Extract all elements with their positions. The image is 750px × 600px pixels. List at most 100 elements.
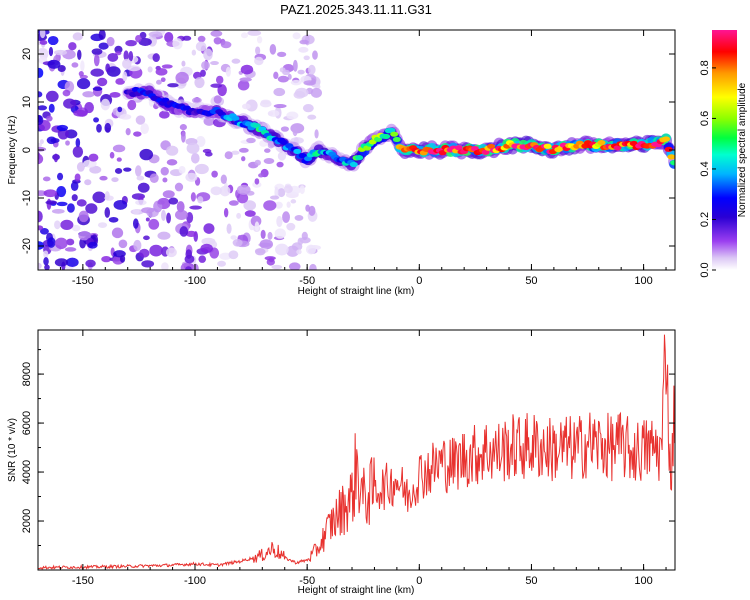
spectrogram-noise-blob	[56, 201, 68, 207]
spectrogram-noise-blob	[231, 58, 241, 64]
snr-x-tick-label: -150	[72, 575, 94, 587]
spectrogram-noise-blob	[312, 50, 318, 60]
spectrogram-noise-blob	[283, 185, 293, 194]
spectrogram-noise-blob	[38, 262, 42, 269]
spectrogram-noise-blob	[299, 39, 309, 45]
spectrogram-noise-blob	[135, 165, 142, 177]
spectrogram-noise-blob	[294, 87, 309, 98]
spectrogram-noise-blob	[269, 195, 280, 200]
spectrogram-noise-blob	[56, 185, 67, 198]
spectrogram-noise-blob	[201, 60, 210, 70]
spectrogram-noise-blob	[149, 173, 159, 184]
spectrogram-noise-blob	[308, 64, 316, 75]
spectrogram-noise-blob	[297, 237, 304, 246]
spectrogram-noise-blob	[223, 181, 228, 194]
spectrogram-noise-blob	[230, 150, 240, 155]
snr-panel: -150 -100 -50 0 50 100 2000 4000 6000 8000 Heigh…	[7, 329, 676, 596]
spectrogram-y-ticks: 20 10 0 -10 -20	[21, 48, 675, 254]
spectrogram-noise-blob	[45, 90, 59, 102]
spectrogram-noise-blob	[54, 237, 68, 250]
spectrogram-noise-blob	[203, 223, 215, 234]
spectrogram-ridge-segment	[349, 161, 358, 168]
spectrogram-noise-blob	[176, 201, 185, 213]
spectrogram-noise-blob	[127, 99, 137, 111]
spectrogram-noise-blob	[195, 135, 206, 148]
spectrogram-ridge-segment	[355, 155, 364, 161]
spectrogram-noise-blob	[162, 190, 175, 199]
spectrogram-noise-blob	[254, 248, 266, 256]
spectrogram-noise-blob	[65, 140, 70, 146]
spectrogram-noise-blob	[220, 41, 232, 49]
spectrogram-noise-blob	[77, 49, 82, 60]
spectrogram-noise-blob	[211, 170, 218, 178]
spectrogram-noise-blob	[263, 200, 277, 211]
spectrogram-noise-blob	[60, 219, 74, 230]
spectrogram-noise-blob	[161, 209, 166, 222]
colorbar-tick-label: 0.4	[699, 161, 711, 176]
spectrogram-noise-blob	[225, 66, 231, 77]
spectrogram-ridge-segment	[374, 136, 383, 142]
spectrogram-noise-blob	[290, 199, 297, 204]
spectrogram-noise-blob	[39, 227, 49, 235]
spectrogram-noise-blob	[310, 87, 322, 98]
spectrogram-ridge-layer	[121, 82, 675, 172]
spectrogram-noise-blob	[280, 126, 289, 132]
spectrogram-noise-blob	[213, 37, 222, 45]
chart-title: PAZ1.2025.343.11.11.G31	[280, 2, 432, 17]
spectrogram-noise-blob	[107, 52, 119, 62]
spectrogram-noise-blob	[203, 48, 213, 61]
spectrogram-noise-blob	[269, 43, 277, 55]
spectrogram-noise-blob	[100, 98, 111, 111]
spectrogram-y-tick-label: 0	[21, 147, 33, 153]
spectrogram-noise-blob	[96, 123, 102, 133]
spectrogram-noise-blob	[179, 226, 189, 237]
spectrogram-noise-blob	[38, 210, 43, 223]
spectrogram-noise-blob	[210, 186, 222, 196]
spectrogram-noise-blob	[226, 223, 232, 234]
spectrogram-noise-blob	[119, 255, 126, 263]
spectrogram-noise-blob	[89, 165, 102, 174]
spectrogram-noise-blob	[254, 178, 260, 185]
spectrogram-noise-blob	[98, 42, 109, 50]
spectrogram-noise-blob	[302, 104, 314, 113]
spectrogram-noise-blob	[273, 87, 286, 97]
spectrogram-noise-blob	[236, 184, 251, 195]
spectrogram-noise-blob	[179, 124, 187, 131]
spectrogram-noise-blob	[51, 208, 65, 214]
spectrogram-noise-blob	[38, 114, 44, 126]
spectrogram-noise-blob	[90, 68, 104, 77]
spectrogram-ridge-segment	[597, 140, 606, 146]
spectrogram-noise-blob	[172, 38, 183, 50]
snr-y-tick-label: 2000	[21, 509, 33, 533]
snr-x-tick-label: 50	[525, 575, 537, 587]
spectrogram-noise-blob	[184, 254, 195, 264]
spectrogram-noise-blob	[252, 181, 262, 188]
spectrogram-noise-blob	[116, 157, 122, 162]
spectrogram-noise-blob	[260, 229, 266, 240]
spectrogram-noise-blob	[139, 248, 150, 258]
spectrogram-noise-blob	[111, 227, 124, 239]
spectrogram-noise-blob	[181, 131, 186, 143]
spectrogram-noise-blob	[256, 36, 263, 44]
spectrogram-noise-blob	[240, 32, 249, 39]
spectrogram-noise-blob	[125, 128, 131, 136]
spectrogram-noise-blob	[292, 126, 298, 137]
spectrogram-noise-blob	[197, 196, 204, 204]
spectrogram-noise-blob	[198, 255, 207, 263]
spectrogram-noise-blob	[164, 31, 174, 43]
spectrogram-y-tick-label: -20	[21, 238, 33, 254]
spectrogram-noise-blob	[292, 59, 298, 72]
spectrogram-noise-blob	[47, 59, 61, 69]
spectrogram-noise-blob	[42, 176, 51, 182]
spectrogram-noise-blob	[174, 209, 189, 221]
snr-x-tick-label: -100	[184, 575, 206, 587]
spectrogram-noise-blob	[314, 129, 319, 139]
spectrogram-noise-blob	[38, 146, 47, 152]
spectrogram-noise-blob	[286, 222, 296, 231]
spectrogram-ridge-segment	[392, 136, 401, 143]
spectrogram-noise-blob	[140, 123, 149, 135]
spectrogram-noise-blob	[148, 218, 160, 230]
spectrogram-noise-blob	[185, 266, 192, 270]
spectrogram-ridge-segment	[662, 136, 671, 142]
spectrogram-noise-blob	[161, 262, 169, 270]
